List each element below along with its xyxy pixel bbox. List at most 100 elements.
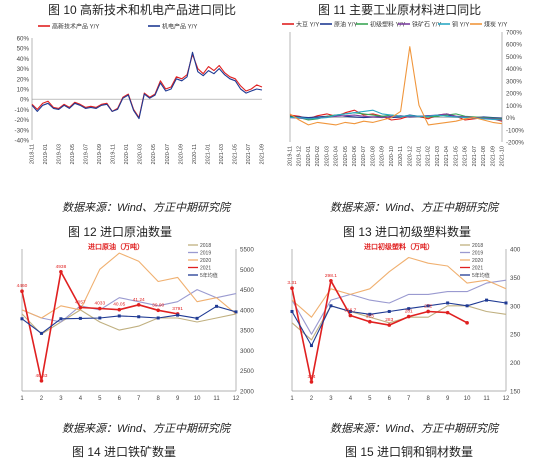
x-tick-label: 2019-05 — [70, 144, 76, 165]
chart-title: 进口初级塑料（万吨） — [364, 242, 434, 251]
x-tick-label: 2021-02 — [426, 146, 432, 167]
legend-entry: 5年均值 — [472, 272, 490, 279]
legend-entry: 2020 — [472, 258, 483, 264]
x-tick-label: 2019-09 — [97, 144, 103, 165]
x-tick-label: 2021-07 — [246, 144, 252, 165]
data-label: 272 — [424, 303, 432, 309]
y-tick-label: 60% — [17, 36, 30, 43]
y-tick-label: 5000 — [240, 267, 254, 274]
y-tick-label: -10% — [15, 107, 30, 114]
x-tick-label: 2020-01 — [124, 144, 130, 165]
data-label: 283 — [385, 317, 393, 323]
data-label: 344 — [307, 374, 315, 380]
x-tick-label: 2 — [310, 396, 314, 402]
x-tick-label: 2019-01 — [43, 144, 49, 165]
x-tick-label: 2021-07 — [472, 146, 478, 167]
data-point — [290, 286, 294, 290]
y-tick-label: 30% — [17, 66, 30, 73]
data-label: 40.05 — [113, 302, 125, 308]
x-tick-label: 2019-07 — [84, 144, 90, 165]
x-tick-label: 2021-05 — [232, 144, 238, 165]
x-tick-label: 2020-03 — [324, 146, 330, 167]
y-tick-label: 250 — [510, 332, 521, 339]
y-tick-label: 350 — [510, 275, 521, 282]
data-point — [195, 316, 199, 320]
data-label: 41.24 — [133, 297, 145, 303]
legend-entry: 2021 — [472, 266, 483, 272]
data-point — [309, 380, 314, 384]
data-point — [445, 310, 450, 315]
x-tick-label: 12 — [233, 396, 240, 402]
x-tick-label: 5 — [98, 396, 102, 402]
y-tick-label: 0% — [506, 115, 515, 122]
data-label: 4938 — [56, 264, 67, 270]
data-point — [59, 270, 63, 274]
series-line-1 — [291, 279, 507, 335]
x-tick-label: 2019-03 — [57, 144, 63, 165]
x-tick-label: 7 — [137, 396, 141, 402]
data-label: 4033 — [94, 301, 105, 307]
chart-fig11: -200% -100% 0% 100% 200% 300% 400% 500% 600% 700%… — [282, 21, 524, 167]
legend-entry: 2018 — [472, 243, 483, 249]
x-tick-label: 2021-09 — [490, 146, 496, 167]
data-point — [78, 316, 82, 320]
data-point — [156, 308, 160, 313]
x-tick-label: 10 — [464, 396, 471, 402]
data-point — [234, 310, 238, 314]
legend-entry: 2019 — [472, 251, 483, 257]
y-tick-label: 400 — [510, 247, 521, 254]
x-tick-label: 2020-03 — [138, 144, 144, 165]
x-tick-label: 9 — [446, 396, 450, 402]
y-tick-label: 4000 — [240, 307, 254, 314]
y-tick-label: 200 — [510, 360, 521, 367]
y-tick-label: 600% — [506, 42, 522, 49]
y-tick-label: 3000 — [240, 348, 254, 355]
series-line-5 — [289, 46, 503, 126]
x-tick-label: 2021-04 — [444, 146, 450, 167]
x-tick-label: 4 — [349, 396, 353, 402]
data-point — [98, 316, 102, 320]
legend-entry: 原油 Y/Y — [334, 21, 357, 29]
x-tick-label: 2021-09 — [259, 144, 265, 165]
x-tick-label: 3 — [59, 396, 63, 402]
data-point — [348, 309, 352, 313]
x-tick-label: 2021-05 — [453, 146, 459, 167]
x-tick-label: 2020-02 — [315, 146, 321, 167]
x-tick-label: 4 — [79, 396, 83, 402]
x-tick-label: 11 — [483, 396, 490, 402]
y-tick-label: 2000 — [240, 389, 254, 396]
source-row2-right: 数据来源：Wind、方正中期研究院 — [330, 423, 498, 435]
series-line-0 — [21, 309, 237, 335]
data-point — [368, 312, 372, 316]
x-tick-label: 2020-07 — [165, 144, 171, 165]
data-point — [387, 323, 392, 327]
source-row1-right: 数据来源：Wind、方正中期研究院 — [330, 202, 498, 214]
data-label: 323 — [366, 314, 374, 320]
x-tick-label: 11 — [213, 396, 220, 402]
data-point — [504, 301, 508, 305]
x-tick-label: 5 — [368, 396, 372, 402]
data-point — [406, 314, 411, 319]
x-tick-label: 2019-11 — [287, 146, 293, 166]
x-tick-label: 2020-10 — [389, 146, 395, 167]
legend-entry: 2020 — [200, 258, 211, 264]
x-tick-label: 8 — [427, 396, 431, 402]
data-point — [20, 289, 24, 293]
series-line-0 — [31, 53, 263, 119]
data-point — [309, 344, 313, 348]
data-point — [465, 321, 469, 325]
legend-entry: 煤炭 Y/Y — [484, 21, 507, 29]
x-tick-label: 10 — [194, 396, 201, 402]
x-tick-label: 2021-03 — [435, 146, 441, 167]
x-tick-label: 2020-09 — [178, 144, 184, 165]
x-tick-label: 2020-11 — [192, 144, 198, 164]
legend-entry: 2018 — [200, 243, 211, 249]
data-point — [290, 309, 294, 313]
caption-fig15: 图 15 进口铜和铜材数量 — [345, 445, 474, 459]
y-tick-label: -30% — [15, 127, 30, 134]
x-tick-label: 2 — [40, 396, 44, 402]
series-line-4 — [291, 299, 507, 347]
source-row2-left: 数据来源：Wind、方正中期研究院 — [62, 423, 230, 435]
y-tick-label: 20% — [17, 76, 30, 83]
